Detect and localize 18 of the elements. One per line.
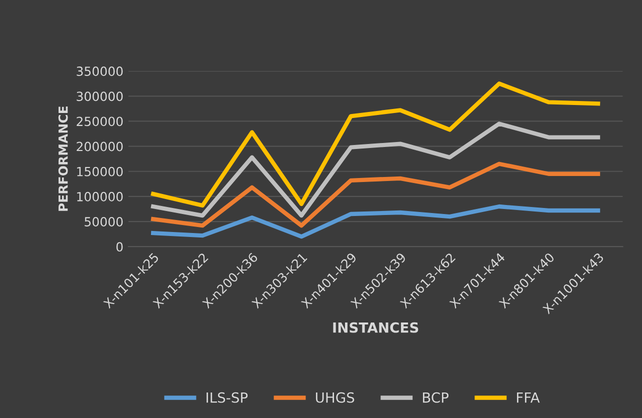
y-tick-label: 200000 — [76, 142, 123, 152]
y-tick-label: 150000 — [77, 166, 123, 176]
y-tick-label: 300000 — [76, 92, 123, 102]
y-tick-label: 50000 — [84, 217, 123, 226]
line-series — [151, 122, 600, 218]
x-axis-title: INSTANCES — [333, 322, 418, 333]
legend-label: UHGS — [316, 392, 354, 403]
legend-label: BCP — [422, 392, 448, 403]
line-series — [151, 82, 600, 208]
line-series — [151, 162, 600, 228]
line-series — [151, 204, 600, 239]
legend-label: ILS-SP — [206, 392, 248, 403]
y-tick-label: 250000 — [76, 116, 123, 126]
y-tick-label: 0 — [116, 242, 123, 252]
legend-label: FFA — [517, 392, 540, 403]
y-tick-label: 100000 — [77, 192, 123, 202]
y-axis-title: PERFORMANCE — [58, 106, 68, 211]
y-tick-label: 350000 — [76, 66, 123, 76]
